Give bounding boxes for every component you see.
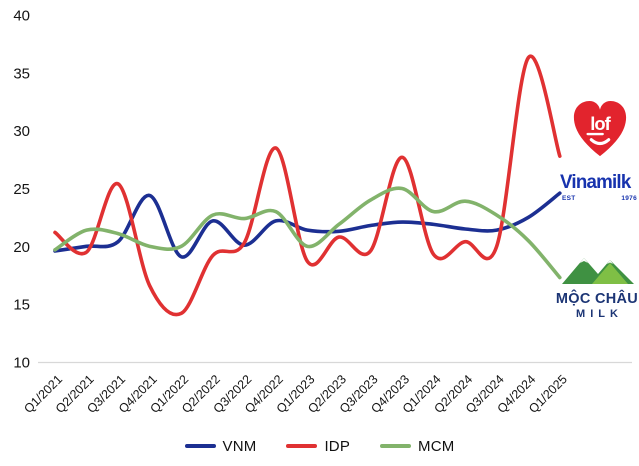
y-tick-label: 25 (13, 181, 30, 198)
series-line-mcm (53, 186, 562, 280)
legend-item-idp: IDP (286, 438, 350, 455)
vinamilk-year: 1976 (621, 194, 637, 202)
y-tick-label: 20 (13, 239, 30, 256)
y-tick-label: 15 (13, 297, 30, 314)
y-tick-label: 40 (13, 8, 30, 25)
mountains-icon (562, 258, 634, 284)
heart-icon: lof (573, 101, 627, 157)
moc-chau-milk-text: MILK (576, 307, 623, 320)
legend-label-vnm: VNM (222, 437, 257, 455)
vinamilk-wordmark: Vinamilk (560, 171, 631, 193)
legend-label-idp: IDP (324, 437, 351, 455)
lof-logo: lof (571, 98, 629, 162)
series-line-idp (53, 54, 562, 317)
chart-legend: VNM IDP MCM (0, 434, 639, 458)
legend-item-mcm: MCM (380, 438, 454, 455)
series-line-vnm (53, 191, 562, 259)
y-tick-label: 10 (13, 355, 30, 372)
vinamilk-est: EST (562, 194, 576, 202)
y-tick-label: 35 (13, 65, 30, 82)
legend-label-mcm: MCM (418, 437, 455, 455)
legend-line-swatch-idp (286, 444, 318, 448)
vinamilk-logo: Vinamilk EST 1976 (560, 171, 639, 202)
legend-line-swatch-vnm (184, 444, 216, 448)
moc-chau-milk-logo: MỘC CHÂU MILK (554, 250, 639, 321)
vinamilk-est-row: EST 1976 (560, 195, 639, 202)
lof-wordmark: lof (590, 113, 611, 134)
smile-icon (589, 138, 611, 146)
legend-item-vnm: VNM (184, 437, 257, 455)
y-tick-label: 30 (13, 123, 30, 140)
legend-line-swatch-mcm (380, 444, 412, 448)
moc-chau-wordmark: MỘC CHÂU (555, 291, 639, 307)
